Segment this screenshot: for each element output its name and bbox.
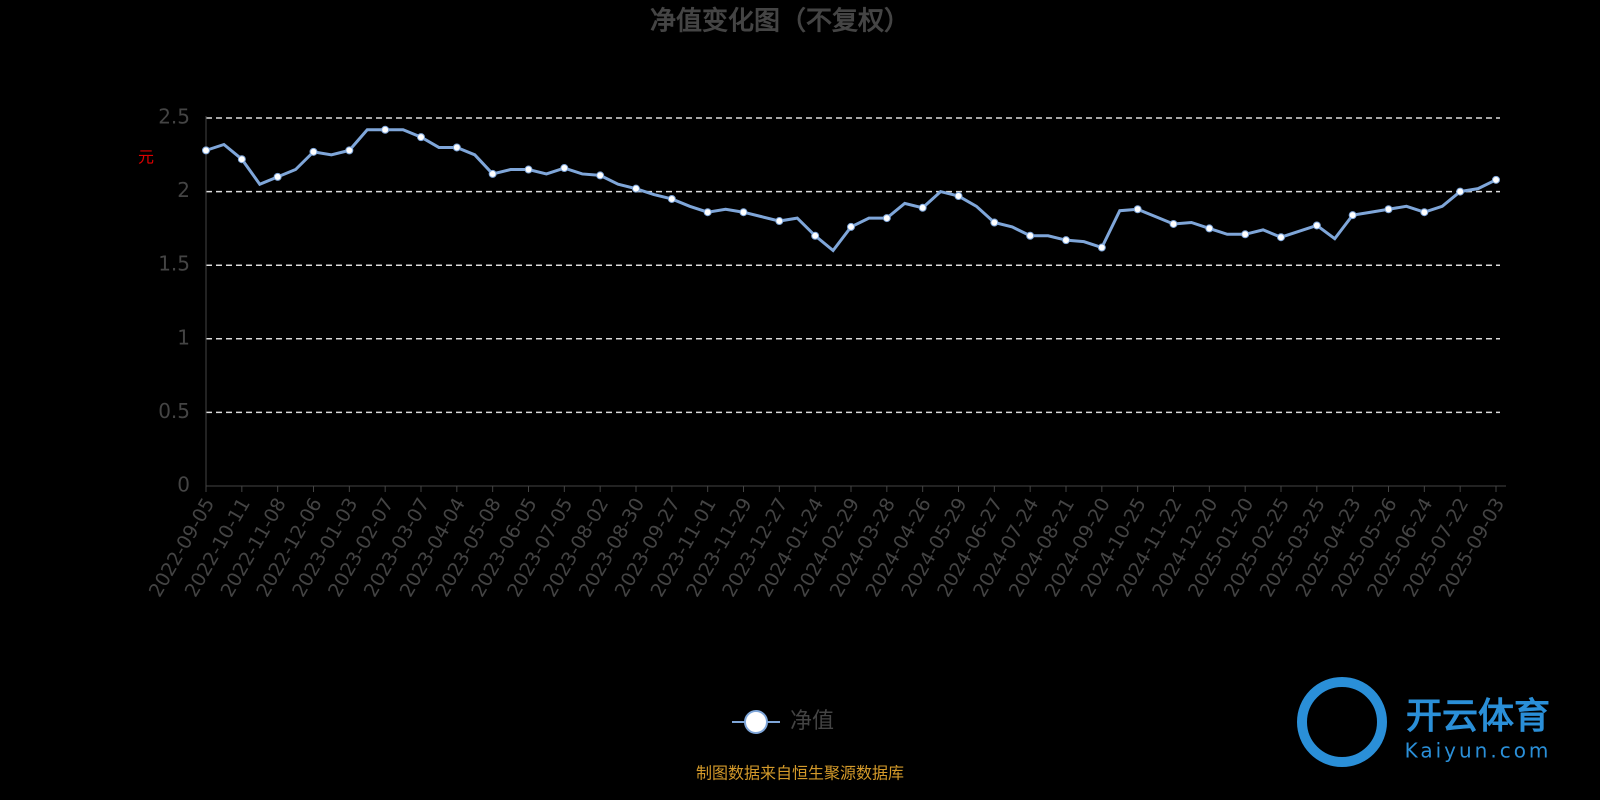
y-tick-label: 2.5 [158, 105, 190, 129]
series-point [1312, 221, 1321, 230]
series-point [632, 184, 640, 193]
series-point [954, 192, 963, 201]
series-point [739, 208, 748, 217]
series-point [309, 147, 318, 156]
y-tick-label: 1.5 [158, 252, 190, 276]
series-point [452, 143, 461, 152]
series-point [1277, 233, 1285, 242]
y-tick-label: 1 [177, 325, 190, 349]
series-point [703, 208, 712, 217]
series-point [381, 125, 390, 134]
series-point [524, 165, 533, 174]
series-point [1169, 219, 1178, 228]
series-point [1097, 243, 1106, 252]
series-point [1420, 208, 1429, 217]
legend-label: 净值 [790, 709, 834, 734]
series-point [596, 171, 605, 180]
series-point [202, 146, 210, 155]
series-point [667, 194, 676, 203]
y-unit: 元 [138, 148, 154, 167]
y-tick-label: 2 [177, 178, 190, 202]
chart-title: 净值变化图（不复权） [650, 6, 910, 37]
series-point [417, 133, 425, 142]
watermark-url: Kaiyun.com [1405, 739, 1552, 763]
series-point [882, 214, 891, 223]
y-tick-label: 0.5 [158, 399, 190, 423]
series-point [560, 164, 569, 173]
series-point [237, 155, 246, 164]
source: 制图数据来自恒生聚源数据库 [696, 764, 904, 783]
y-tick-label: 0 [177, 473, 190, 497]
series-point [1348, 211, 1357, 220]
series-point [811, 231, 820, 240]
series-point [1492, 175, 1500, 184]
series-point [990, 218, 999, 227]
legend-marker [744, 710, 768, 734]
series-point [1133, 205, 1142, 214]
series-point [1026, 231, 1035, 240]
series-point [273, 172, 282, 181]
series-point [1241, 230, 1250, 239]
series-point [1456, 187, 1465, 196]
series-point [488, 169, 497, 178]
series-point [847, 222, 855, 231]
series-point [775, 217, 784, 226]
watermark-logo [1297, 677, 1387, 767]
watermark-brand: 开云体育 [1406, 696, 1550, 737]
series-point [1384, 205, 1393, 214]
series-point [1205, 224, 1214, 233]
series-point [918, 203, 927, 212]
series-point [345, 146, 354, 155]
series-point [1062, 236, 1070, 245]
